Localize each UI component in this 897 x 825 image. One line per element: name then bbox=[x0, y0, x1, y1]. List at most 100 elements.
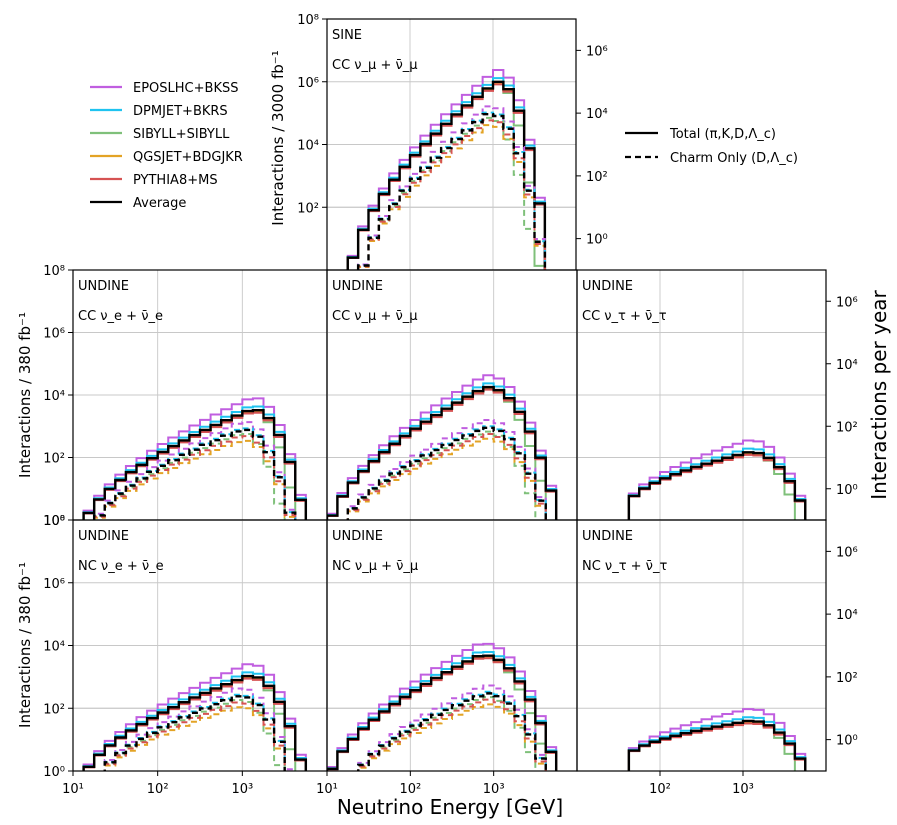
right-tick-label: 10⁰ bbox=[836, 734, 858, 749]
legend-label-dpmjet: DPMJET+BKRS bbox=[133, 104, 228, 119]
total-line-average bbox=[627, 719, 807, 771]
x-tick-label: 10¹ bbox=[316, 782, 338, 797]
total-line-pythia8-ms bbox=[327, 657, 558, 771]
panel-title: SINE bbox=[332, 28, 362, 43]
y-tick-label: 10² bbox=[297, 201, 319, 216]
right-tick-label: 10² bbox=[836, 671, 858, 686]
panel-subtitle: CC ν_e + ν̄_e bbox=[78, 309, 163, 324]
panel-title: UNDINE bbox=[78, 529, 129, 544]
panel-1: SINE CC ν_μ + ν̄_μ 10⁸ 10⁶ 10⁴ 10² 10⁶ 10⁴ 10² 10… bbox=[297, 13, 608, 271]
style-legend: Total (π,K,D,Λ_c) Charm Only (D,Λ_c) bbox=[625, 127, 798, 166]
right-tick-label: 10⁴ bbox=[836, 358, 858, 373]
legend-label-qgsjet: QGSJET+BDGJKR bbox=[133, 150, 243, 165]
charm-line-average bbox=[356, 112, 547, 270]
x-tick-label: 10² bbox=[649, 782, 671, 797]
panel-title: UNDINE bbox=[332, 529, 383, 544]
legend-label-charm: Charm Only (D,Λ_c) bbox=[670, 151, 798, 166]
total-line-average bbox=[346, 80, 547, 270]
y-tick-label: 10⁴ bbox=[43, 389, 65, 404]
y-tick-label: 10⁶ bbox=[43, 577, 65, 592]
panel-7: UNDINE NC ν_τ + ν̄_τ 10⁶ 10⁴ 10² 10⁰ 10² 10³ bbox=[576, 519, 858, 797]
panel-title: UNDINE bbox=[582, 279, 633, 294]
legend-label-total: Total (π,K,D,Λ_c) bbox=[669, 127, 776, 142]
charm-line-average bbox=[346, 692, 547, 771]
total-line-average bbox=[82, 409, 308, 520]
gridlines bbox=[73, 520, 327, 771]
charm-line-average bbox=[336, 426, 547, 520]
panel-2: UNDINE CC ν_e + ν̄_e 10⁸ 10⁶ 10⁴ 10² 10⁰ bbox=[43, 264, 328, 529]
charm-line-dpmjet-bkrs bbox=[357, 111, 546, 270]
panel-subtitle: CC ν_τ + ν̄_τ bbox=[582, 309, 667, 324]
y-tick-label: 10⁰ bbox=[43, 514, 65, 529]
charm-line-average bbox=[92, 428, 297, 520]
panel-5: UNDINE NC ν_e + ν̄_e 10⁸ 10⁶ 10⁴ 10² 10⁰ 10¹ 10²… bbox=[43, 514, 328, 797]
total-line-pythia8-ms bbox=[627, 453, 807, 520]
panel-3: UNDINE CC ν_μ + ν̄_μ bbox=[326, 269, 578, 521]
right-tick-label: 10² bbox=[586, 170, 608, 185]
right-tick-label: 10⁶ bbox=[586, 44, 608, 59]
y-tick-label: 10⁴ bbox=[297, 139, 319, 154]
legend-label-average: Average bbox=[133, 196, 186, 211]
total-line-average bbox=[327, 654, 558, 771]
panel-title: UNDINE bbox=[78, 279, 129, 294]
x-tick-label: 10³ bbox=[732, 782, 754, 797]
y-tick-label: 10² bbox=[43, 702, 65, 717]
series-group bbox=[627, 439, 807, 520]
series-group bbox=[82, 663, 308, 771]
series-group bbox=[346, 68, 547, 270]
y-tick-label: 10⁶ bbox=[43, 327, 65, 342]
series-group bbox=[627, 708, 807, 771]
panel-frame bbox=[576, 519, 827, 772]
total-line-pythia8-ms bbox=[627, 722, 807, 771]
right-tick-label: 10⁴ bbox=[586, 107, 608, 122]
left-y-axis-label-row3: Interactions / 380 fb⁻¹ bbox=[16, 562, 34, 728]
panel-subtitle: NC ν_τ + ν̄_τ bbox=[582, 559, 667, 574]
legend-label-pythia: PYTHIA8+MS bbox=[133, 173, 218, 188]
total-line-sibyll-sibyll bbox=[82, 409, 297, 520]
right-y-axis-label: Interactions per year bbox=[867, 289, 891, 499]
panel-6: UNDINE NC ν_μ + ν̄_μ 10¹ 10² 10³ bbox=[316, 519, 578, 797]
left-y-axis-label-top: Interactions / 3000 fb⁻¹ bbox=[269, 50, 287, 225]
charm-line-qgsjet-bdgjkr bbox=[93, 439, 297, 520]
total-line-dpmjet-bkrs bbox=[327, 382, 558, 520]
series-group bbox=[327, 642, 558, 771]
charm-line-average bbox=[92, 695, 297, 771]
generator-legend: EPOSLHC+BKSS DPMJET+BKRS SIBYLL+SIBYLL Q… bbox=[90, 81, 243, 211]
series-group bbox=[82, 397, 308, 520]
y-tick-label: 10⁸ bbox=[43, 514, 65, 529]
x-tick-label: 10² bbox=[147, 782, 169, 797]
charm-line-dpmjet-bkrs bbox=[336, 425, 547, 520]
y-tick-label: 10² bbox=[43, 452, 65, 467]
gridlines bbox=[327, 520, 577, 771]
panel-subtitle: NC ν_e + ν̄_e bbox=[78, 559, 164, 574]
y-tick-label: 10⁸ bbox=[297, 13, 319, 28]
x-tick-label: 10¹ bbox=[62, 782, 84, 797]
panel-subtitle: CC ν_μ + ν̄_μ bbox=[332, 58, 418, 73]
panel-title: UNDINE bbox=[332, 279, 383, 294]
left-y-axis-label-row2: Interactions / 380 fb⁻¹ bbox=[16, 312, 34, 478]
x-tick-label: 10³ bbox=[483, 782, 505, 797]
legend-label-eposlhc: EPOSLHC+BKSS bbox=[133, 81, 238, 96]
y-tick-label: 10⁸ bbox=[43, 264, 65, 279]
right-tick-label: 10⁶ bbox=[836, 545, 858, 560]
right-tick-label: 10⁰ bbox=[836, 483, 858, 498]
right-tick-label: 10² bbox=[836, 420, 858, 435]
y-tick-label: 10⁰ bbox=[43, 765, 65, 780]
right-tick-label: 10⁶ bbox=[836, 295, 858, 310]
y-tick-label: 10⁴ bbox=[43, 640, 65, 655]
panel-subtitle: CC ν_μ + ν̄_μ bbox=[332, 309, 418, 324]
legend-label-sibyll: SIBYLL+SIBYLL bbox=[133, 127, 230, 142]
gridlines bbox=[327, 19, 576, 270]
charm-line-eposlhc-bkss bbox=[336, 418, 547, 520]
gridlines bbox=[577, 520, 826, 771]
panel-4: UNDINE CC ν_τ + ν̄_τ 10⁶ 10⁴ 10² 10⁰ bbox=[576, 269, 858, 521]
gridlines bbox=[73, 270, 327, 520]
total-line-average bbox=[82, 674, 308, 771]
total-line-average bbox=[627, 451, 807, 520]
y-tick-label: 10⁶ bbox=[297, 76, 319, 91]
right-tick-label: 10⁴ bbox=[836, 608, 858, 623]
panel-subtitle: NC ν_μ + ν̄_μ bbox=[332, 559, 418, 574]
x-tick-label: 10² bbox=[399, 782, 421, 797]
total-line-average bbox=[327, 385, 558, 520]
